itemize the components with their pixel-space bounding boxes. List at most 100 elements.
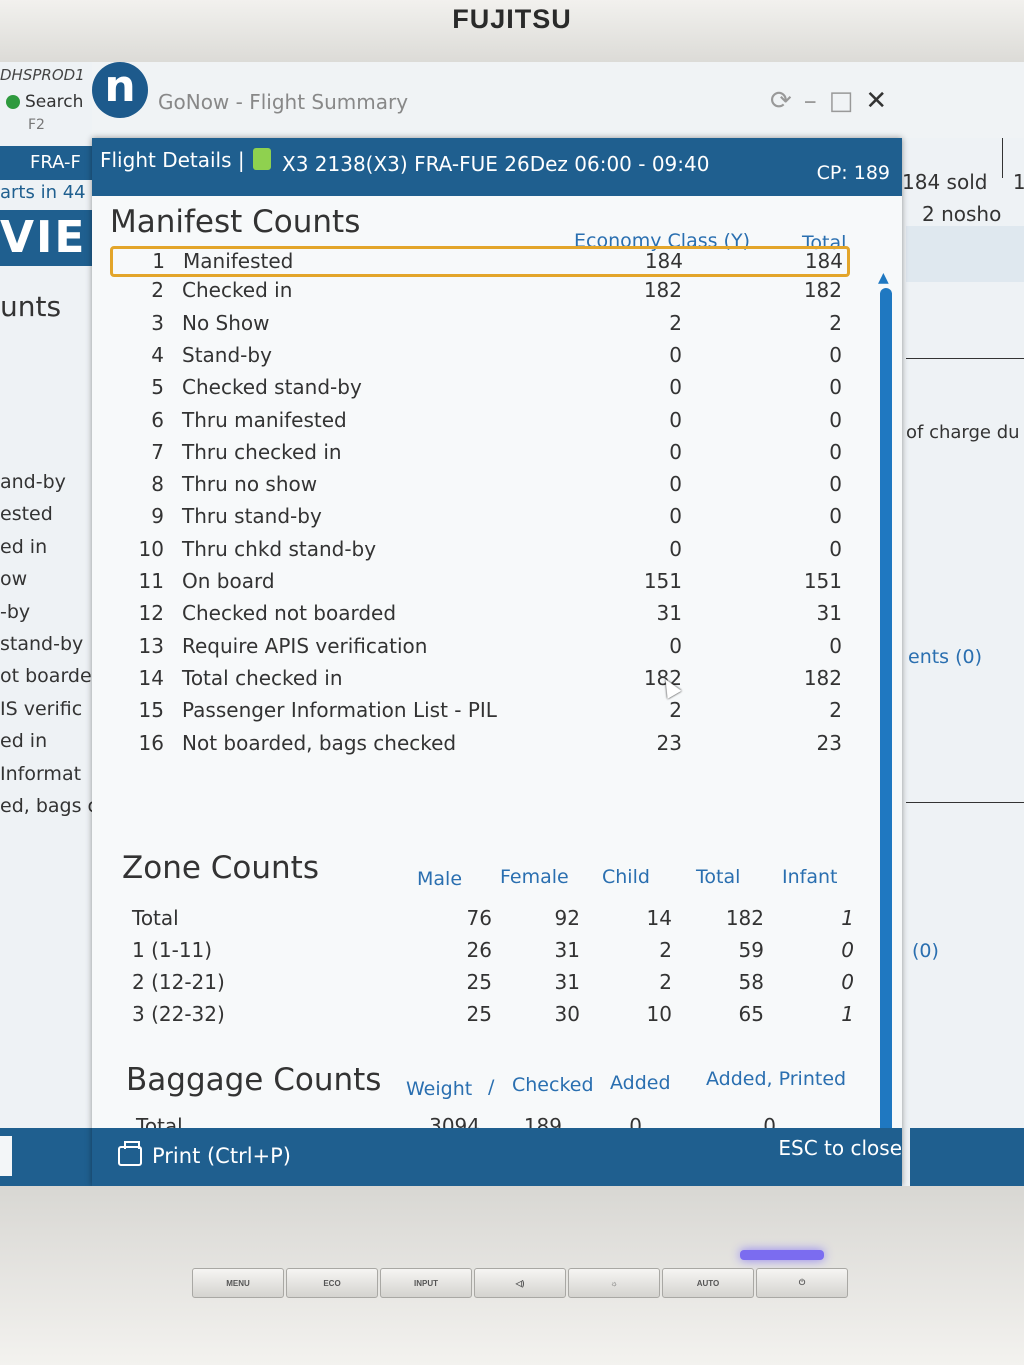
zone-label: Total bbox=[132, 906, 179, 930]
economy-value: 0 bbox=[669, 407, 682, 432]
arts-fragment: arts in 44 bbox=[0, 182, 86, 203]
manifest-row[interactable]: 11 On board 151 151 bbox=[112, 569, 852, 600]
counts-fragment: unts bbox=[0, 290, 62, 323]
total-value: 151 bbox=[803, 569, 842, 593]
divider bbox=[906, 802, 1024, 803]
row-label: Checked in bbox=[182, 278, 293, 303]
manifest-row[interactable]: 14 Total checked in 182 182 bbox=[112, 666, 852, 697]
col-slash: / bbox=[488, 1076, 495, 1098]
baggage-title: Baggage Counts bbox=[126, 1062, 382, 1098]
zone-infant-value: 0 bbox=[841, 970, 854, 994]
row-label: Require APIS verification bbox=[182, 633, 428, 658]
economy-value: 182 bbox=[643, 665, 682, 690]
manifest-row[interactable]: 16 Not boarded, bags checked 23 23 bbox=[112, 731, 852, 762]
col-child: Child bbox=[602, 866, 650, 888]
minimize-icon[interactable]: – bbox=[803, 86, 817, 116]
row-number: 15 bbox=[138, 698, 164, 723]
total-value: 0 bbox=[829, 504, 842, 529]
col-added: Added bbox=[610, 1072, 671, 1094]
manifest-row[interactable]: 1 Manifested 184 184 bbox=[110, 246, 850, 277]
window-titlebar: n GoNow - Flight Summary ⟳ – □ ✕ bbox=[92, 62, 1024, 138]
manifest-row[interactable]: 8 Thru no show 0 0 bbox=[112, 472, 852, 503]
manifest-row[interactable]: 13 Require APIS verification 0 0 bbox=[112, 634, 852, 665]
monitor-auto-button[interactable]: AUTO bbox=[662, 1268, 754, 1298]
zone-label: 2 (12-21) bbox=[132, 970, 225, 994]
dialog-header: Flight Details | X3 2138(X3) FRA-FUE 26D… bbox=[92, 138, 902, 196]
manifest-row[interactable]: 4 Stand-by 0 0 bbox=[112, 343, 852, 374]
close-icon[interactable]: ✕ bbox=[865, 86, 888, 116]
zone-infant-value: 1 bbox=[841, 1002, 854, 1026]
row-label: Thru stand-by bbox=[182, 504, 322, 529]
manifest-row[interactable]: 7 Thru checked in 0 0 bbox=[112, 440, 852, 471]
flight-info: X3 2138(X3) FRA-FUE 26Dez 06:00 - 09:40 bbox=[282, 152, 710, 176]
refresh-icon[interactable]: ⟳ bbox=[770, 86, 792, 116]
maximize-icon[interactable]: □ bbox=[828, 86, 854, 116]
row-number: 9 bbox=[151, 504, 164, 529]
monitor-brightness-button[interactable]: ☼ bbox=[568, 1268, 660, 1298]
monitor-buttons: MENU ECO INPUT ◁) ☼ AUTO ⏻ bbox=[192, 1268, 850, 1298]
zone-child-value: 2 bbox=[659, 938, 672, 962]
print-label: Print (Ctrl+P) bbox=[152, 1144, 291, 1168]
environment-label: DHSPROD1 bbox=[0, 66, 85, 84]
total-value: 31 bbox=[816, 601, 842, 626]
airline-icon bbox=[252, 148, 271, 170]
zone-infant-value: 1 bbox=[841, 906, 854, 930]
flight-details-dialog: Flight Details | X3 2138(X3) FRA-FUE 26D… bbox=[92, 138, 902, 1186]
total-value: 182 bbox=[803, 278, 842, 303]
scrollbar[interactable] bbox=[880, 288, 892, 1168]
row-number: 13 bbox=[138, 633, 164, 658]
row-number: 5 bbox=[151, 375, 164, 400]
economy-value: 2 bbox=[669, 310, 682, 335]
zone-total-value: 65 bbox=[738, 1002, 764, 1026]
scroll-up-icon[interactable]: ▲ bbox=[878, 270, 889, 286]
background-footer-left bbox=[0, 1128, 100, 1186]
zone-total-value: 58 bbox=[738, 970, 764, 994]
monitor-menu-button[interactable]: MENU bbox=[192, 1268, 284, 1298]
total-value: 0 bbox=[829, 375, 842, 400]
list-item: ot boarde bbox=[0, 665, 92, 688]
background-app-left: DHSPROD1 Search F2 FRA-F arts in 44 VIE … bbox=[0, 62, 100, 1186]
manifest-row[interactable]: 2 Checked in 182 182 bbox=[112, 278, 852, 309]
manifest-row[interactable]: 9 Thru stand-by 0 0 bbox=[112, 504, 852, 535]
search-button[interactable]: Search bbox=[6, 92, 83, 112]
esc-hint[interactable]: ESC to close bbox=[778, 1136, 902, 1160]
screen: DHSPROD1 Search F2 FRA-F arts in 44 VIE … bbox=[0, 62, 1024, 1186]
monitor-input-button[interactable]: INPUT bbox=[380, 1268, 472, 1298]
zone-row: Total 76 92 14 182 1 bbox=[122, 906, 854, 938]
window-controls: ⟳ – □ ✕ bbox=[770, 86, 887, 116]
cp-count: CP: 189 bbox=[816, 162, 890, 184]
monitor-eco-button[interactable]: ECO bbox=[286, 1268, 378, 1298]
col-checked: Checked bbox=[512, 1074, 594, 1096]
comments-link[interactable]: ents (0) bbox=[908, 646, 983, 668]
row-label: Passenger Information List - PIL bbox=[182, 698, 497, 723]
row-number: 12 bbox=[138, 601, 164, 626]
manifest-row[interactable]: 3 No Show 2 2 bbox=[112, 311, 852, 342]
zone-male-value: 25 bbox=[466, 1002, 492, 1026]
monitor-power-button[interactable]: ⏻ bbox=[756, 1268, 848, 1298]
manifest-row[interactable]: 5 Checked stand-by 0 0 bbox=[112, 375, 852, 406]
manifest-row[interactable]: 12 Checked not boarded 31 31 bbox=[112, 601, 852, 632]
monitor-volume-button[interactable]: ◁) bbox=[474, 1268, 566, 1298]
row-number: 7 bbox=[151, 439, 164, 464]
col-zone-total: Total bbox=[696, 866, 741, 888]
zone-female-value: 30 bbox=[554, 1002, 580, 1026]
economy-value: 31 bbox=[656, 601, 682, 626]
manifest-title: Manifest Counts bbox=[110, 204, 361, 240]
app-logo-icon: n bbox=[92, 62, 148, 118]
economy-value: 0 bbox=[669, 342, 682, 367]
manifest-row[interactable]: 10 Thru chkd stand-by 0 0 bbox=[112, 537, 852, 568]
zone-female-value: 31 bbox=[554, 938, 580, 962]
list-item: stand-by bbox=[0, 633, 84, 656]
total-value: 184 bbox=[804, 249, 843, 273]
print-button[interactable]: Print (Ctrl+P) bbox=[118, 1141, 291, 1168]
row-number: 11 bbox=[138, 569, 164, 593]
zone-child-value: 2 bbox=[659, 970, 672, 994]
col-female: Female bbox=[500, 866, 569, 888]
background-app-right: 184 sold 18 2 nosho 15 of charge du ents… bbox=[902, 138, 1024, 1186]
sold-count: 184 sold 18 bbox=[902, 170, 1024, 194]
row-label: No Show bbox=[182, 310, 270, 335]
zero-link[interactable]: (0) bbox=[912, 940, 939, 962]
manifest-row[interactable]: 6 Thru manifested 0 0 bbox=[112, 408, 852, 439]
manifest-row[interactable]: 15 Passenger Information List - PIL 2 2 bbox=[112, 698, 852, 729]
row-label: Not boarded, bags checked bbox=[182, 730, 457, 755]
